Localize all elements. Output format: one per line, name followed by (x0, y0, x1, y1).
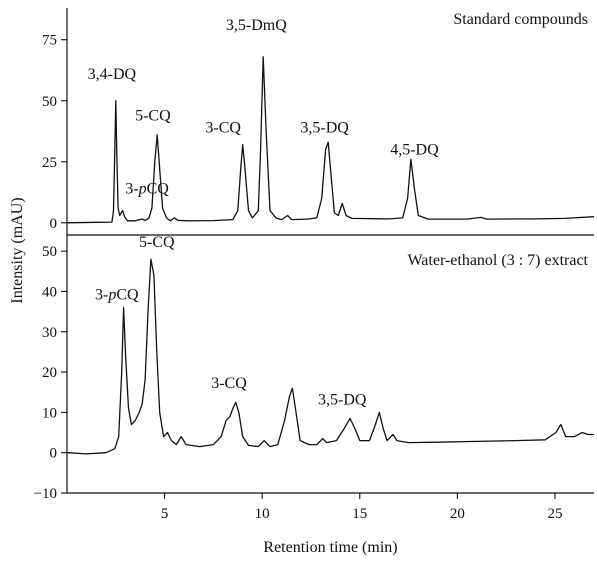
top-ytick-label-0: 0 (50, 216, 58, 232)
bottom-ytick-label-5: 40 (42, 284, 57, 300)
xtick-label-3: 20 (450, 506, 465, 522)
bottom-peak-label-0: 3-pCQ (95, 287, 139, 304)
bottom-chromatogram-trace (66, 258, 594, 455)
top-peak-label-0: 3,4-DQ (88, 66, 137, 83)
xtick-label-4: 25 (547, 506, 562, 522)
bottom-peak-label-3: 3,5-DQ (318, 391, 367, 408)
bottom-ytick-label-3: 20 (42, 365, 57, 381)
bottom-ytick-label-2: 10 (42, 405, 57, 421)
top-panel-title: Standard compounds (453, 11, 588, 28)
x-axis-title: Retention time (min) (263, 539, 397, 556)
xtick-label-0: 5 (161, 506, 169, 522)
bottom-peak-label-1: 5-CQ (139, 234, 175, 251)
bottom-panel-title: Water-ethanol (3 : 7) extract (407, 252, 588, 269)
bottom-ytick-label-1: 0 (50, 446, 58, 462)
top-chromatogram-trace (66, 56, 595, 224)
top-peak-label-4: 3,5-DmQ (226, 17, 287, 34)
bottom-ytick-label-4: 30 (42, 325, 57, 341)
top-peak-label-3: 3-CQ (205, 119, 241, 136)
top-peak-label-5: 3,5-DQ (300, 119, 349, 136)
top-ytick-label-2: 50 (42, 94, 57, 110)
top-ytick-label-3: 75 (42, 33, 57, 49)
y-axis-title: Intensity (mAU) (9, 197, 26, 303)
label-layer: Standard compounds 3,4-DQ 5-CQ 3-pCQ 3-CQ 3,5… (9, 11, 589, 556)
bottom-ytick-label-0: −10 (34, 486, 57, 502)
top-peak-label-2: 3-pCQ (125, 181, 169, 198)
bottom-ytick-label-6: 50 (42, 244, 57, 260)
top-peak-label-6: 4,5-DQ (390, 141, 439, 158)
bottom-peak-label-2: 3-CQ (211, 375, 247, 392)
xtick-label-1: 10 (255, 506, 270, 522)
trace-layer (66, 56, 595, 455)
xtick-label-2: 15 (352, 506, 367, 522)
top-peak-label-1: 5-CQ (135, 107, 171, 124)
axes-layer: 0 25 50 75 −10 0 10 20 30 40 50 5 10 15 20 25 (34, 8, 594, 522)
top-ytick-label-1: 25 (42, 155, 57, 171)
